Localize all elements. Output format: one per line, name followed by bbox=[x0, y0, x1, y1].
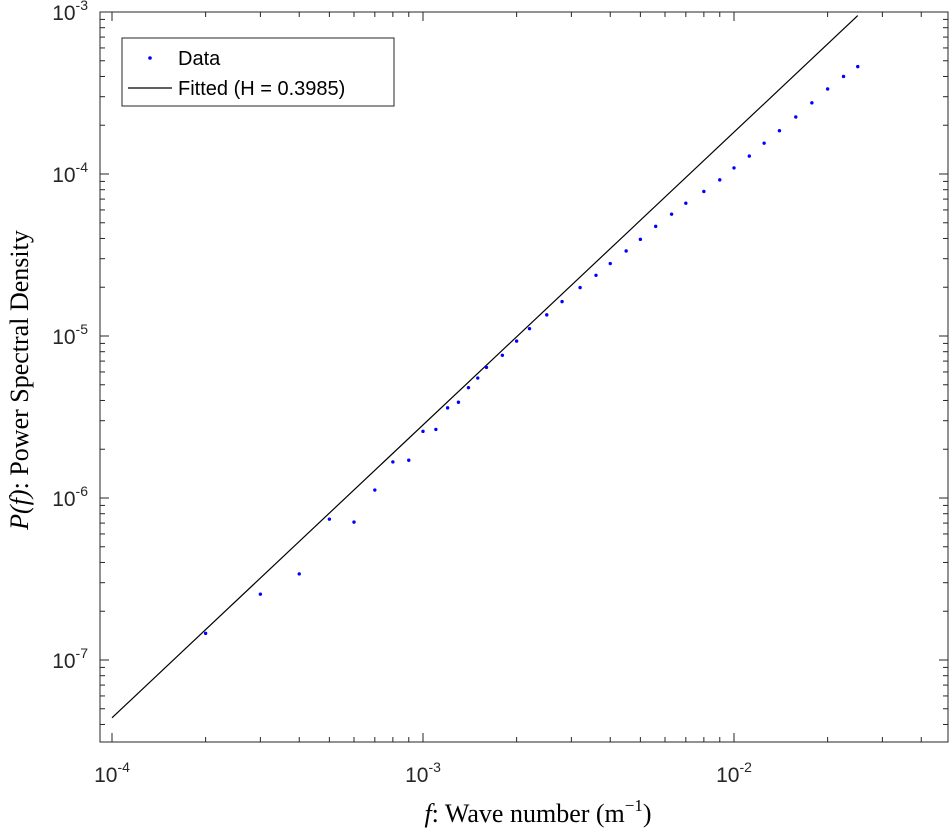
data-point bbox=[373, 488, 377, 492]
data-point bbox=[669, 212, 674, 216]
data-point bbox=[484, 365, 489, 370]
data-point bbox=[608, 261, 612, 266]
y-tick-label: 10-3 bbox=[52, 0, 88, 25]
data-point bbox=[407, 458, 411, 462]
data-point bbox=[684, 201, 688, 205]
x-axis-title: f: Wave number (m−1) bbox=[424, 796, 651, 828]
data-points bbox=[203, 64, 860, 636]
y-tick-label: 10-7 bbox=[52, 645, 88, 673]
data-point bbox=[421, 429, 425, 434]
legend-fit-label: Fitted (H = 0.3985) bbox=[178, 78, 345, 100]
y-tick-label: 10-5 bbox=[52, 321, 88, 349]
data-point bbox=[638, 237, 643, 242]
y-tick-label: 10-6 bbox=[52, 483, 88, 511]
x-tick-label: 10-4 bbox=[94, 759, 130, 787]
data-point bbox=[445, 406, 450, 410]
data-point bbox=[456, 400, 461, 404]
data-point bbox=[777, 129, 782, 133]
data-point bbox=[594, 273, 598, 277]
data-point bbox=[560, 299, 564, 304]
data-point bbox=[762, 141, 766, 145]
data-point bbox=[297, 572, 301, 576]
data-point bbox=[578, 285, 582, 290]
data-point bbox=[747, 154, 752, 158]
x-axis-ticks: 10-4 10-3 10-2 bbox=[94, 12, 922, 787]
x-tick-label: 10-2 bbox=[716, 759, 752, 787]
legend-data-marker bbox=[148, 56, 152, 60]
data-point bbox=[856, 64, 860, 69]
data-point bbox=[500, 353, 505, 358]
data-point bbox=[514, 339, 519, 343]
y-axis-title: P(f): Power Spectral Density bbox=[5, 230, 34, 531]
data-point bbox=[327, 517, 332, 521]
data-point bbox=[702, 189, 706, 194]
data-point bbox=[841, 74, 846, 79]
data-point bbox=[476, 376, 480, 380]
data-point bbox=[732, 166, 736, 170]
legend: Data Fitted (H = 0.3985) bbox=[121, 37, 395, 107]
data-point bbox=[825, 87, 830, 91]
data-point bbox=[352, 520, 356, 524]
plot-area bbox=[99, 11, 949, 743]
data-point bbox=[810, 101, 814, 105]
y-tick-label: 10-4 bbox=[52, 159, 88, 187]
legend-data-label: Data bbox=[178, 48, 221, 70]
data-point bbox=[653, 224, 658, 229]
data-point bbox=[794, 115, 798, 119]
fitted-line bbox=[111, 15, 859, 719]
data-point bbox=[258, 592, 263, 596]
x-tick-label: 10-3 bbox=[405, 759, 441, 787]
data-point bbox=[391, 460, 395, 464]
data-point bbox=[545, 313, 549, 317]
data-point bbox=[718, 178, 722, 182]
data-point bbox=[466, 385, 471, 390]
y-axis-ticks: 10-7 10-6 10-5 10-4 10-3 bbox=[52, 0, 948, 725]
legend-box bbox=[121, 37, 395, 107]
data-point bbox=[624, 249, 628, 253]
data-point bbox=[434, 427, 438, 432]
data-point bbox=[203, 631, 208, 636]
data-point bbox=[527, 326, 532, 331]
